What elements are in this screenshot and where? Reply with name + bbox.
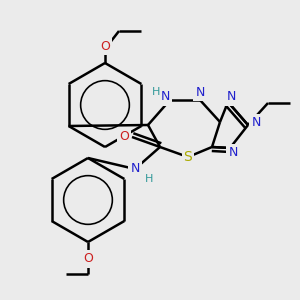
Text: O: O [83, 253, 93, 266]
Text: S: S [184, 150, 192, 164]
Text: O: O [100, 40, 110, 52]
Text: O: O [119, 130, 129, 143]
Text: N: N [130, 163, 140, 176]
Text: H: H [145, 174, 153, 184]
Text: N: N [251, 116, 261, 130]
Text: N: N [226, 91, 236, 103]
Text: N: N [228, 146, 238, 160]
Text: H: H [152, 87, 160, 97]
Text: N: N [195, 85, 205, 98]
Text: N: N [160, 91, 170, 103]
